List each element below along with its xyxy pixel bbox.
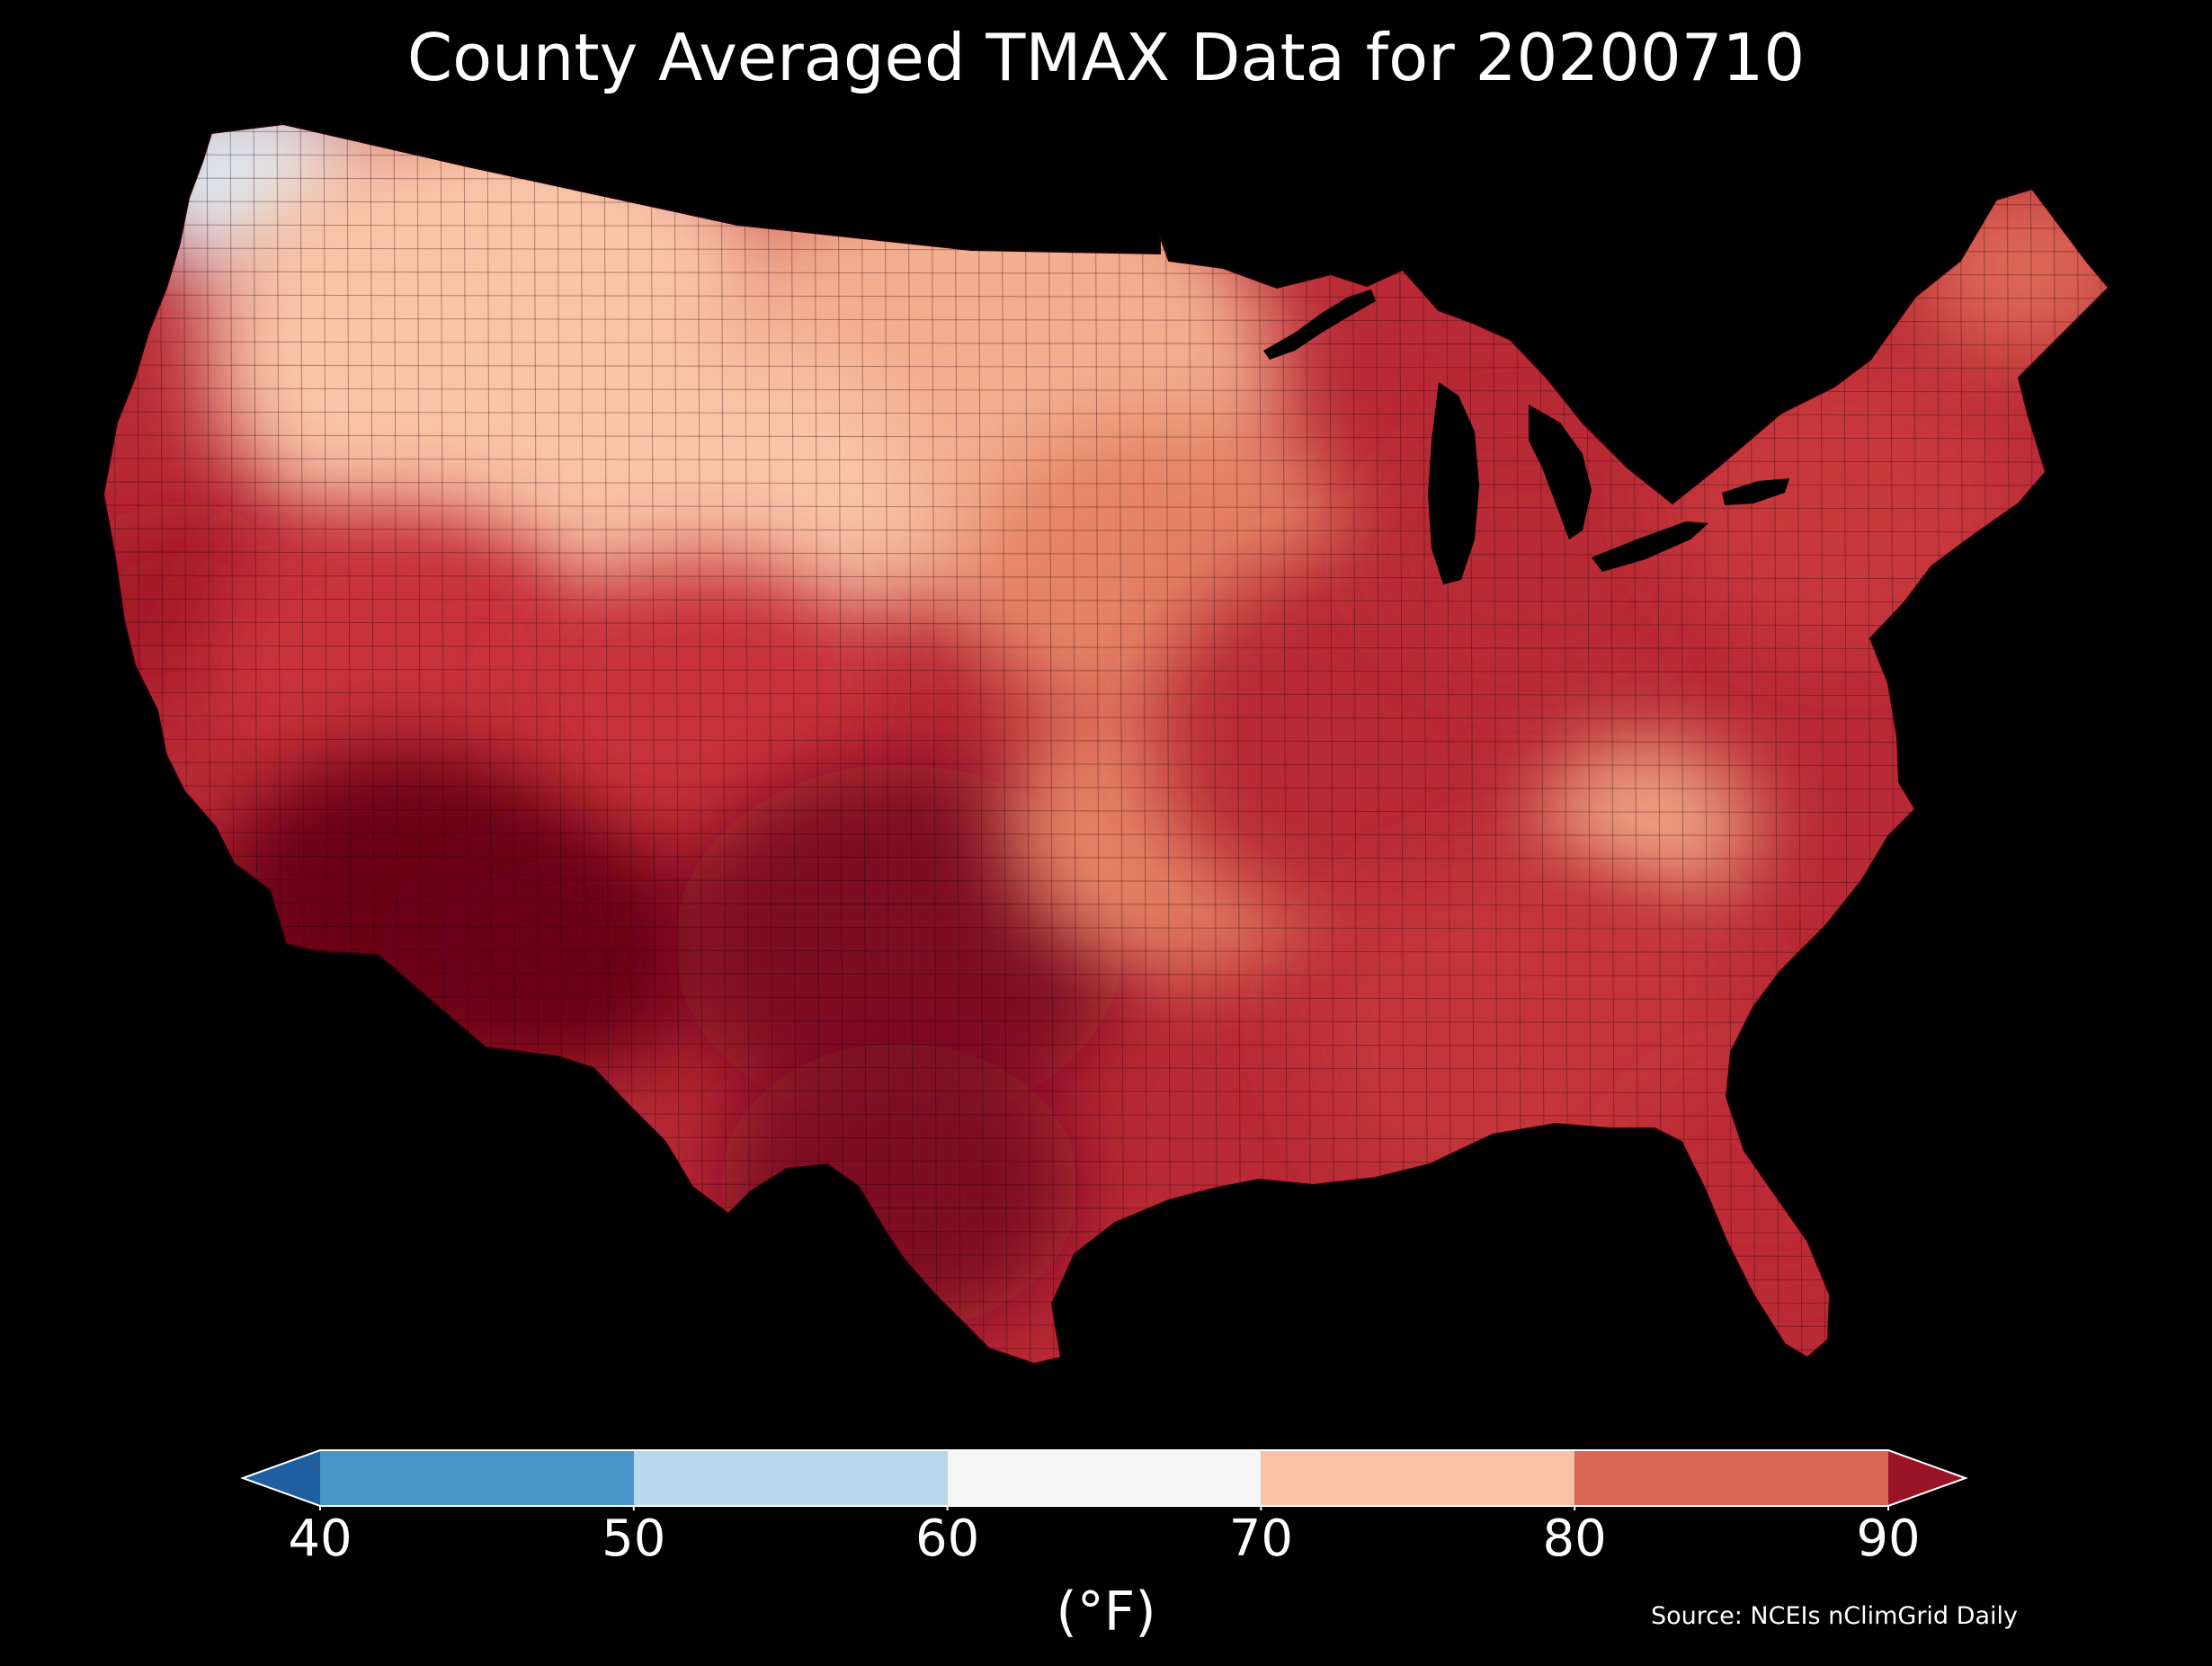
- county-line: [103, 762, 2109, 767]
- county-line: [1281, 124, 1289, 1364]
- colorbar-extend-low: [243, 1450, 320, 1506]
- colorbar-extend-high: [1888, 1450, 1966, 1506]
- county-line: [103, 715, 2109, 720]
- county-line: [907, 124, 914, 1364]
- county-line: [103, 925, 2109, 931]
- county-line: [103, 1252, 2109, 1258]
- county-line: [884, 124, 891, 1364]
- county-line: [1001, 124, 1008, 1364]
- county-line: [2124, 90, 2129, 1385]
- county-line: [103, 621, 2109, 627]
- region-desert-southwest: [405, 831, 710, 1075]
- county-line: [90, 90, 95, 1385]
- county-line: [720, 124, 727, 1364]
- colorbar-bin-60-70: [947, 1450, 1262, 1506]
- county-line: [103, 855, 2109, 860]
- colorbar-tick-label: 40: [288, 1510, 352, 1568]
- county-line: [103, 1299, 2109, 1305]
- colorbar-bin-80-90: [1574, 1450, 1888, 1506]
- county-line: [90, 1370, 2140, 1374]
- colorbar-bin-50-60: [633, 1450, 948, 1506]
- region-texas-southern-plains: [719, 1043, 1079, 1331]
- county-line: [1024, 124, 1031, 1364]
- lake-huron: [1529, 405, 1592, 539]
- county-line: [103, 411, 2109, 416]
- county-line: [697, 124, 704, 1364]
- county-line: [103, 504, 2109, 510]
- county-line: [1211, 124, 1218, 1364]
- lake-ontario: [1722, 478, 1789, 505]
- county-line: [103, 902, 2109, 907]
- county-line: [103, 1346, 2109, 1351]
- county-line: [103, 878, 2109, 884]
- county-line: [136, 124, 143, 1364]
- county-line: [954, 124, 961, 1364]
- county-line: [744, 124, 751, 1364]
- county-line: [103, 1229, 2109, 1234]
- county-line: [1141, 124, 1148, 1364]
- county-line: [1305, 124, 1312, 1364]
- lake-erie: [1592, 521, 1708, 572]
- county-line: [767, 124, 774, 1364]
- county-line: [861, 124, 868, 1364]
- county-line: [103, 481, 2109, 486]
- region-florida: [1619, 1072, 1906, 1302]
- county-line: [1258, 124, 1265, 1364]
- us-county-map: [90, 90, 2140, 1385]
- county-line: [1094, 124, 1102, 1364]
- colorbar-label: (°F): [1056, 1581, 1156, 1644]
- county-line: [103, 458, 2109, 463]
- county-line: [103, 528, 2109, 533]
- colorbar: 40 50 60 70 80 90 (°F) Source: NCEIs nClimGri…: [0, 1439, 2212, 1666]
- county-line: [103, 1323, 2109, 1328]
- county-line: [1071, 124, 1078, 1364]
- county-line: [103, 130, 2109, 136]
- county-line: [1235, 124, 1242, 1364]
- county-line: [1164, 124, 1172, 1364]
- colorbar-tick-label: 90: [1856, 1510, 1921, 1568]
- county-line: [103, 598, 2109, 603]
- chart-title: County Averaged TMAX Data for 20200710: [406, 20, 1806, 95]
- county-line: [103, 551, 2109, 557]
- county-line: [1913, 124, 1920, 1364]
- county-line: [977, 124, 985, 1364]
- county-line: [112, 124, 120, 1364]
- county-line: [931, 124, 938, 1364]
- county-line: [103, 785, 2109, 790]
- county-line: [103, 575, 2109, 580]
- colorbar-scale: [240, 1449, 1968, 1510]
- colorbar-tick-label: 80: [1542, 1510, 1607, 1568]
- region-northeast: [1663, 360, 2023, 647]
- county-line: [90, 108, 2140, 111]
- county-line: [1048, 124, 1055, 1364]
- county-line: [103, 832, 2109, 837]
- map-panel: [90, 90, 2140, 1385]
- colorbar-tick-label: 50: [602, 1510, 666, 1568]
- county-line: [103, 645, 2109, 650]
- colorbar-bin-40-50: [320, 1450, 634, 1506]
- temperature-fill: [103, 124, 2109, 1364]
- county-line: [1118, 124, 1125, 1364]
- great-lakes: [1263, 290, 1789, 584]
- region-southeast: [1304, 854, 1753, 1214]
- county-line: [103, 808, 2109, 814]
- county-line: [103, 668, 2109, 673]
- region-great-basin: [198, 507, 593, 824]
- county-line: [1398, 124, 1405, 1364]
- county-line: [1328, 124, 1335, 1364]
- lake-superior: [1263, 290, 1376, 360]
- county-line: [103, 738, 2109, 744]
- region-great-basin: [522, 557, 881, 845]
- county-line: [837, 124, 844, 1364]
- source-credit: Source: NCEIs nClimGrid Daily: [1651, 1602, 2018, 1630]
- colorbar-tick-label: 60: [914, 1510, 980, 1568]
- county-line: [103, 434, 2109, 440]
- county-line: [103, 1276, 2109, 1281]
- colorbar-bin-70-80: [1261, 1450, 1575, 1506]
- lake-michigan: [1428, 382, 1479, 584]
- county-line: [1188, 124, 1195, 1364]
- colorbar-tick-label: 70: [1228, 1510, 1294, 1568]
- county-line: [103, 691, 2109, 697]
- county-line: [1375, 124, 1382, 1364]
